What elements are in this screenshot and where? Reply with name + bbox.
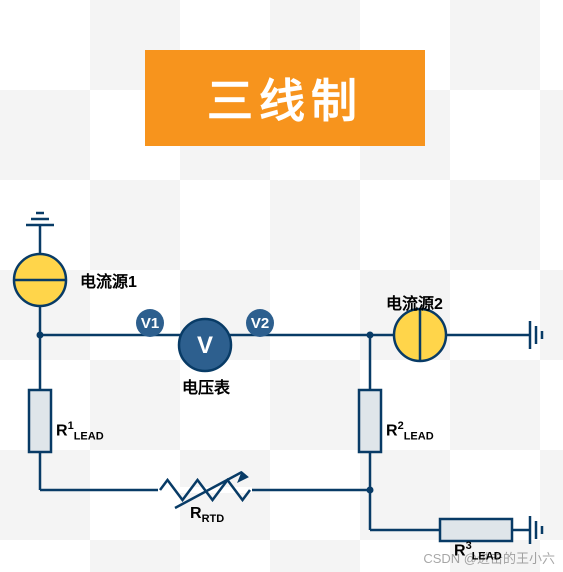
r1-lead-icon <box>29 390 51 452</box>
r2-lead-icon <box>359 390 381 452</box>
watermark: CSDN @进击的王小六 <box>423 548 555 567</box>
voltmeter-label: 电压表 <box>182 374 230 398</box>
r3-lead-icon <box>440 519 512 541</box>
svg-text:V2: V2 <box>251 315 269 332</box>
r1-lead-label: R1LEAD <box>56 420 104 443</box>
current-source-2-label: 电流源2 <box>386 290 443 314</box>
rrtd-icon <box>160 480 250 500</box>
svg-text:V1: V1 <box>141 315 159 332</box>
r2-lead-label: R2LEAD <box>386 420 434 443</box>
current-source-1-label: 电流源1 <box>80 268 137 292</box>
svg-text:V: V <box>197 332 213 359</box>
rrtd-label: RRTD <box>190 505 224 525</box>
